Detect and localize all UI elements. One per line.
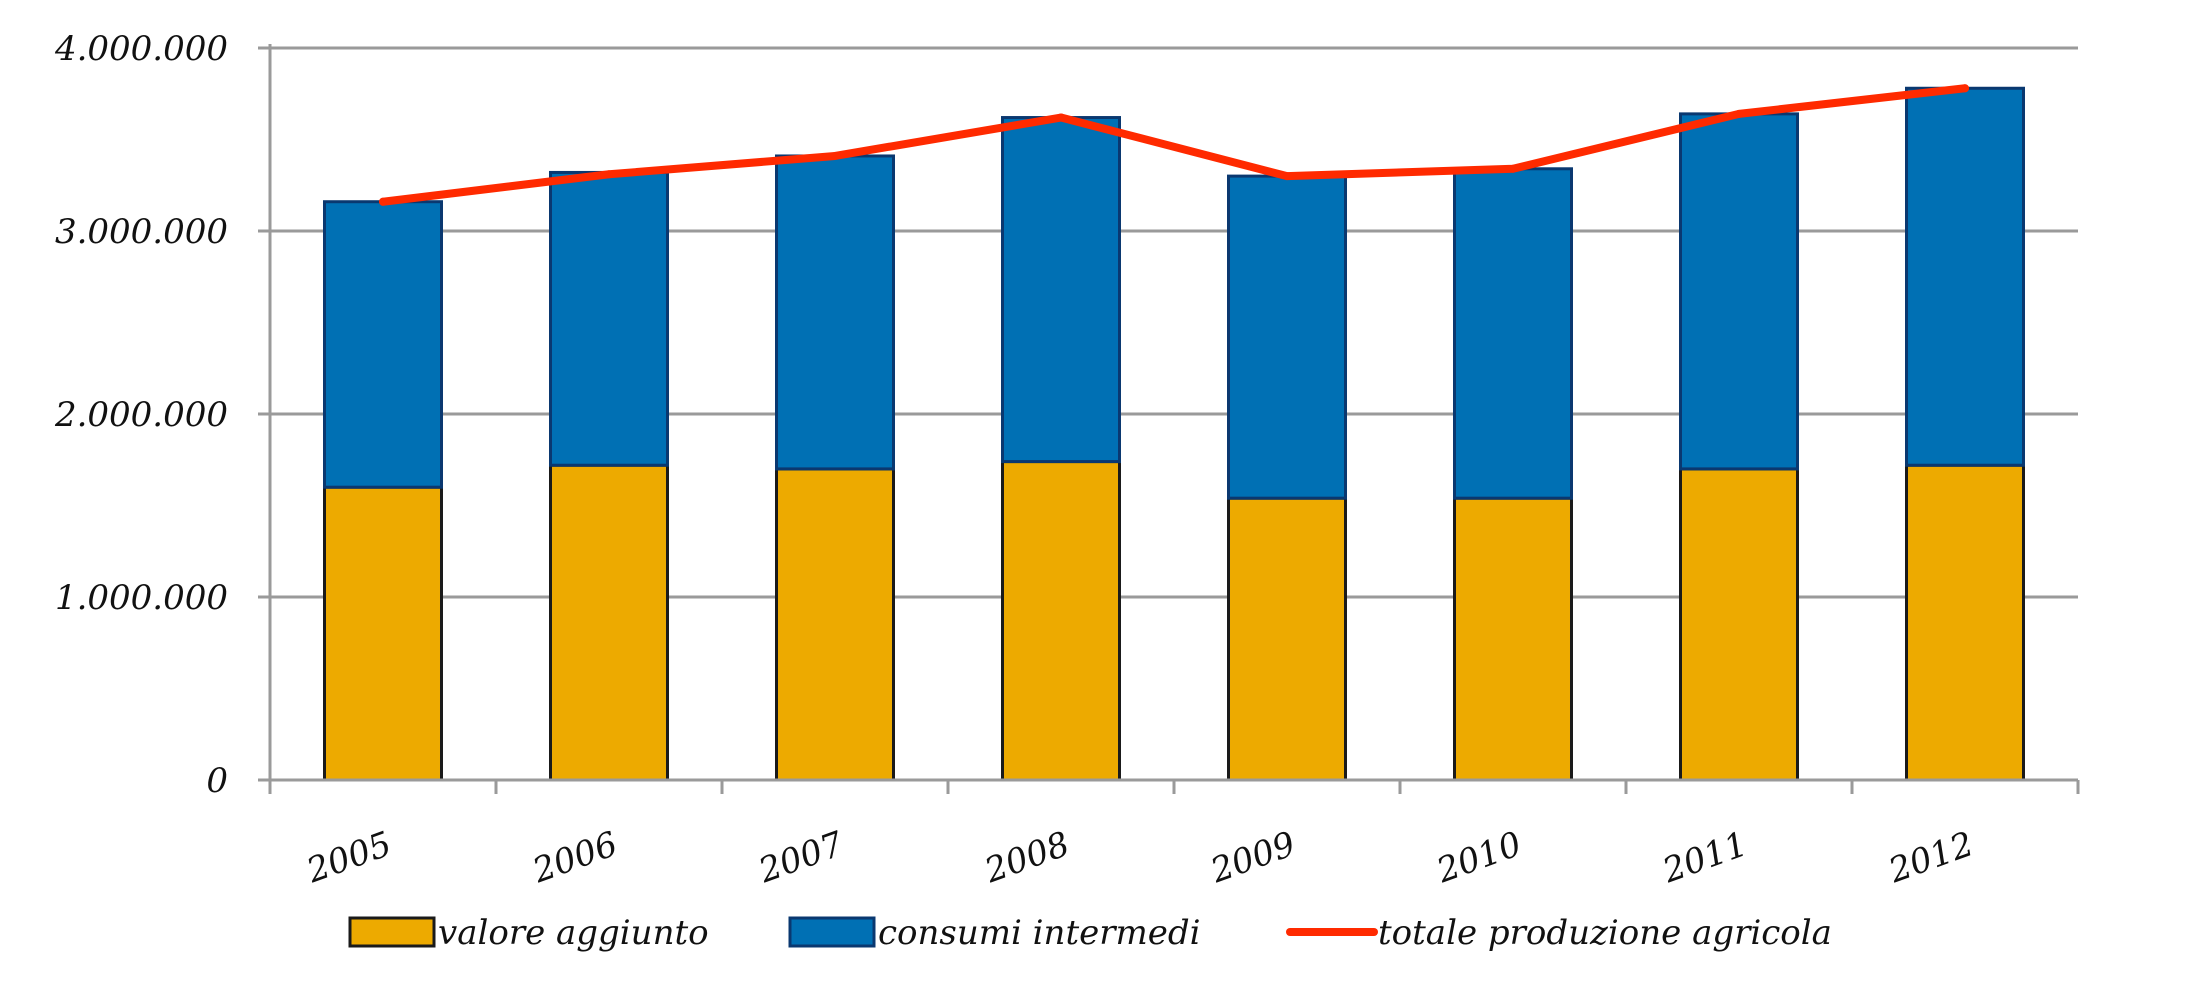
bar-valore-aggiunto: [549, 463, 669, 782]
bar-valore-aggiunto: [1679, 467, 1799, 782]
y-tick-labels: 0 1.000.000 2.000.000 3.000.000 4.000.000: [54, 29, 228, 801]
x-tick-label: 2012: [1883, 824, 1979, 892]
legend-label: consumi intermedi: [878, 913, 1201, 953]
total-line: [379, 84, 1969, 206]
legend: valore aggiunto consumi intermedi totale p…: [348, 913, 1832, 953]
x-tick-label: 2008: [979, 824, 1075, 892]
y-tick-label: 1.000.000: [55, 578, 228, 618]
y-tick-label: 4.000.000: [54, 29, 228, 69]
y-tick-label: 3.000.000: [55, 212, 228, 252]
line-point: [1283, 172, 1291, 181]
line-point: [831, 151, 839, 160]
x-tick-label: 2005: [301, 824, 397, 892]
x-tick-label: 2010: [1431, 824, 1527, 892]
legend-label: valore aggiunto: [438, 913, 709, 953]
line-point: [1509, 164, 1517, 173]
line-point: [1057, 113, 1065, 122]
line-point: [605, 170, 613, 179]
x-tick-label: 2011: [1657, 824, 1753, 892]
bar-consumi-intermedi: [1905, 86, 2025, 467]
bar-valore-aggiunto: [1227, 496, 1347, 782]
gridlines: [270, 46, 2078, 599]
bar-consumi-intermedi: [1001, 116, 1121, 464]
legend-swatch: [788, 916, 876, 948]
x-tick-label: 2006: [527, 824, 623, 892]
axes: [258, 44, 2080, 794]
y-tick-label: 0: [206, 761, 228, 801]
bar-valore-aggiunto: [775, 467, 895, 782]
bars: [323, 86, 2025, 782]
bar-consumi-intermedi: [1227, 174, 1347, 500]
bar-consumi-intermedi: [1453, 167, 1573, 500]
bar-consumi-intermedi: [1679, 112, 1799, 471]
bar-valore-aggiunto: [1001, 460, 1121, 782]
legend-swatch: [348, 916, 436, 948]
bar-consumi-intermedi: [323, 200, 443, 489]
bar-valore-aggiunto: [1453, 496, 1573, 782]
x-tick-label: 2009: [1205, 824, 1301, 892]
y-tick-label: 2.000.000: [54, 395, 228, 435]
x-tick-label: 2007: [753, 824, 849, 892]
bar-valore-aggiunto: [1905, 463, 2025, 782]
bar-consumi-intermedi: [549, 170, 669, 467]
line-point: [379, 197, 387, 206]
line-totale-produzione-agricola: [379, 84, 1969, 206]
line-point: [1735, 109, 1743, 118]
bar-consumi-intermedi: [775, 154, 895, 471]
x-tick-labels: 2005 2006 2007 2008 2009 2010 2011 2012: [301, 824, 1979, 892]
bar-valore-aggiunto: [323, 485, 443, 782]
legend-label: totale produzione agricola: [1378, 913, 1832, 953]
line-point: [1961, 84, 1969, 93]
